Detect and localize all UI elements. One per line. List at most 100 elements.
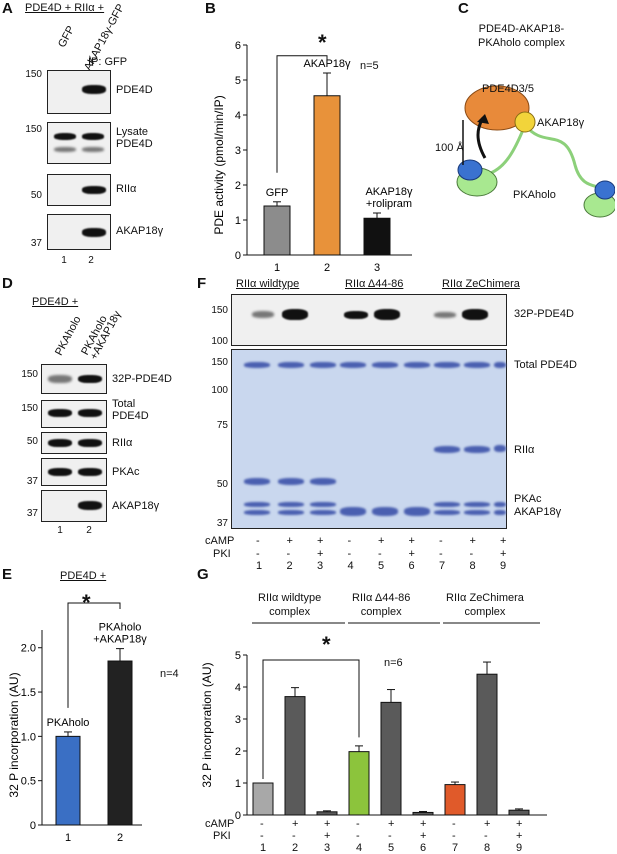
- y-tick-label: 2.0: [21, 643, 36, 655]
- lane-label: 8: [469, 560, 476, 572]
- blot-a-pde4d: [47, 70, 111, 114]
- mw-label: 150: [25, 69, 42, 80]
- mw-label: 150: [25, 124, 42, 135]
- camp-sign: +: [378, 535, 385, 547]
- mw-label: 150: [21, 403, 38, 414]
- pki-sign: -: [469, 548, 474, 560]
- pki-sign: -: [388, 830, 392, 842]
- mw-label: 100: [211, 385, 228, 396]
- bar: [316, 811, 338, 816]
- bar-label: AKAP18γ: [365, 186, 413, 198]
- camp-sign: +: [408, 535, 415, 547]
- camp-sign: +: [317, 535, 324, 547]
- bar-label: +AKAP18γ: [93, 634, 147, 646]
- bar: [252, 782, 274, 816]
- panel-c-letter: C: [458, 0, 469, 17]
- lane-label: 1: [256, 560, 263, 572]
- pki-sign: -: [439, 548, 443, 560]
- camp-sign: +: [516, 818, 523, 830]
- mw-label: 50: [30, 190, 42, 201]
- lane-label: 4: [356, 842, 363, 854]
- panel-d-letter: D: [2, 275, 13, 292]
- pki-sign: +: [516, 830, 523, 842]
- g-camp-label: cAMP: [205, 818, 235, 830]
- camp-sign: -: [347, 535, 352, 547]
- y-tick-label: 4: [235, 682, 241, 694]
- pki-sign: -: [347, 548, 352, 560]
- camp-sign: +: [500, 535, 507, 547]
- pki-sign: +: [500, 548, 507, 560]
- mw-label: 37: [216, 518, 228, 529]
- bar-label: GFP: [266, 187, 289, 199]
- x-tick-label: 1: [65, 832, 71, 844]
- panel-f-group: RIIα wildtype: [236, 278, 300, 290]
- bar: [444, 784, 466, 816]
- chart-g-star: *: [322, 632, 331, 657]
- lane-label: 2: [292, 842, 299, 854]
- y-tick-label: 0: [235, 810, 241, 822]
- complex-diagram: [456, 85, 615, 218]
- significance-bracket: [67, 602, 121, 708]
- lane-label: 4: [347, 560, 354, 572]
- bar: [313, 95, 341, 256]
- mw-label: 150: [211, 357, 228, 368]
- camp-sign: -: [260, 818, 264, 830]
- camp-sign: -: [256, 535, 260, 547]
- bar: [348, 751, 370, 816]
- pki-sign: -: [378, 548, 382, 560]
- lane-label: 6: [420, 842, 427, 854]
- g-pki-label: PKI: [213, 830, 231, 842]
- y-tick-label: 6: [235, 40, 241, 52]
- y-tick-label: 1.5: [21, 687, 36, 699]
- blot-d-rii: [41, 432, 107, 454]
- pki-sign: -: [484, 830, 488, 842]
- y-tick-label: 0: [30, 820, 36, 832]
- mw-label: 37: [26, 508, 38, 519]
- blot-a-akap: [47, 214, 111, 250]
- camp-sign: +: [484, 818, 491, 830]
- mw-label: 37: [30, 238, 42, 249]
- lane-label: 5: [378, 560, 385, 572]
- lane-label: 2: [88, 255, 94, 266]
- mw-label: 150: [21, 369, 38, 380]
- bar: [412, 811, 434, 816]
- chart-e: 32 P incorporation (AU) 0 0.5 1.0 1.5 2.0 1 P…: [7, 602, 147, 844]
- panel-a-letter: A: [2, 0, 13, 17]
- f-camp-label: cAMP: [205, 535, 235, 547]
- chart-b-n: n=5: [360, 60, 379, 72]
- pki-sign: -: [286, 548, 291, 560]
- mw-label: 100: [211, 336, 228, 347]
- bar: [363, 217, 391, 256]
- y-tick-label: 0.5: [21, 776, 36, 788]
- y-tick-label: 1.0: [21, 731, 36, 743]
- chart-b: PDE activity (pmol/min/IP) 0 1 2 3 4 5 6 1 GFP 2…: [212, 40, 413, 274]
- lane-label: 3: [324, 842, 331, 854]
- camp-sign: +: [420, 818, 427, 830]
- camp-sign: +: [388, 818, 395, 830]
- panel-e-header: PDE4D +: [60, 570, 107, 582]
- lane-label: 1: [61, 255, 67, 266]
- blot-a-label-lysate: Lysate PDE4D: [116, 126, 153, 150]
- blot-d-label: PKAc: [112, 466, 140, 478]
- pki-sign: +: [408, 548, 415, 560]
- pki-sign: -: [452, 830, 456, 842]
- panel-d-header: PDE4D +: [32, 296, 79, 308]
- pki-sign: +: [317, 548, 324, 560]
- camp-sign: +: [469, 535, 476, 547]
- panel-f-group: RIIα Δ44-86: [345, 278, 404, 290]
- lane-label: 7: [439, 560, 446, 572]
- bar: [380, 701, 402, 816]
- pki-sign: +: [324, 830, 331, 842]
- chart-e-ylabel: 32 P incorporation (AU): [7, 672, 21, 797]
- pki-sign: -: [256, 548, 260, 560]
- panel-g-letter: G: [197, 566, 209, 583]
- panel-a-ip: IP: GFP: [88, 56, 128, 68]
- chart-g: 32 P incorporation (AU) 0 1 2 3 4 5: [200, 650, 547, 822]
- chart-b-star: *: [318, 30, 327, 55]
- y-tick-label: 1: [235, 215, 241, 227]
- mw-label: 150: [211, 305, 228, 316]
- lane-label: 9: [500, 560, 507, 572]
- gel-f-label-total: Total PDE4D: [514, 359, 577, 371]
- camp-sign: -: [439, 535, 443, 547]
